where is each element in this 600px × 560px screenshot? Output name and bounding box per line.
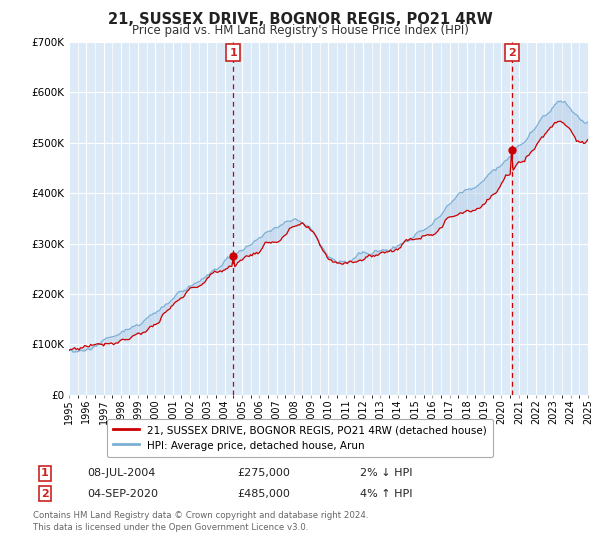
- Text: 08-JUL-2004: 08-JUL-2004: [87, 468, 155, 478]
- Text: 21, SUSSEX DRIVE, BOGNOR REGIS, PO21 4RW: 21, SUSSEX DRIVE, BOGNOR REGIS, PO21 4RW: [107, 12, 493, 27]
- Text: This data is licensed under the Open Government Licence v3.0.: This data is licensed under the Open Gov…: [33, 523, 308, 532]
- Text: 2% ↓ HPI: 2% ↓ HPI: [360, 468, 413, 478]
- Text: 1: 1: [41, 468, 49, 478]
- Text: 2: 2: [41, 489, 49, 499]
- Text: Contains HM Land Registry data © Crown copyright and database right 2024.: Contains HM Land Registry data © Crown c…: [33, 511, 368, 520]
- Text: 04-SEP-2020: 04-SEP-2020: [87, 489, 158, 499]
- Legend: 21, SUSSEX DRIVE, BOGNOR REGIS, PO21 4RW (detached house), HPI: Average price, d: 21, SUSSEX DRIVE, BOGNOR REGIS, PO21 4RW…: [107, 419, 493, 457]
- Text: £485,000: £485,000: [237, 489, 290, 499]
- Text: Price paid vs. HM Land Registry's House Price Index (HPI): Price paid vs. HM Land Registry's House …: [131, 24, 469, 37]
- Text: 1: 1: [229, 48, 237, 58]
- Text: 2: 2: [508, 48, 515, 58]
- Text: 4% ↑ HPI: 4% ↑ HPI: [360, 489, 413, 499]
- Text: £275,000: £275,000: [237, 468, 290, 478]
